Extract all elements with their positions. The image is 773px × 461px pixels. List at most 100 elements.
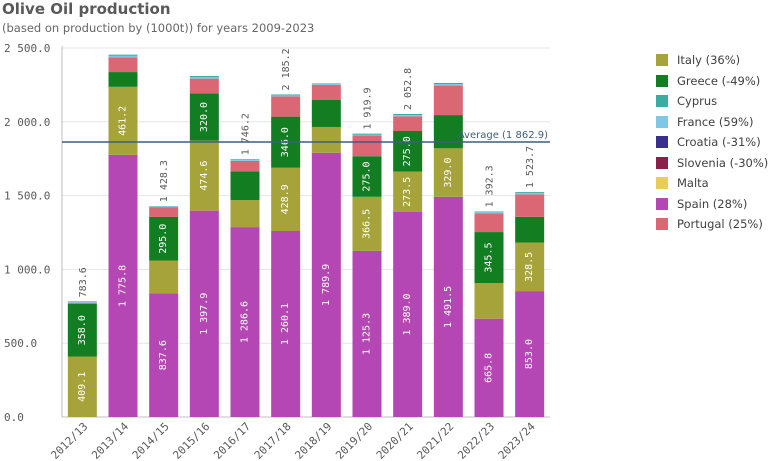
legend-swatch: [656, 197, 668, 210]
bar-segment: [149, 293, 179, 417]
legend-label: Spain (28%): [677, 196, 748, 211]
bar-segment: [189, 140, 219, 211]
legend-item[interactable]: Croatia (-31%): [656, 132, 768, 153]
y-tick-label: 0.0: [4, 411, 24, 424]
legend-swatch: [656, 74, 668, 87]
bar-segment: [271, 96, 301, 117]
bar-segment: [474, 283, 504, 319]
legend-label: Slovenia (-30%): [677, 155, 769, 170]
data-label: 474.6: [199, 161, 210, 191]
bar-segment: [311, 152, 341, 417]
data-label: 1 775.8: [118, 265, 129, 307]
data-label: 1 125.3: [362, 313, 373, 355]
y-tick-label: 2 000.0: [4, 116, 50, 129]
bar-segment: [230, 159, 260, 161]
data-label: 329.0: [443, 158, 454, 188]
bar-segment: [352, 196, 382, 251]
bar-segment: [352, 250, 382, 417]
bar-segment: [352, 156, 382, 197]
bar-segment: [433, 85, 463, 116]
y-tick-label: 1 500.0: [4, 190, 50, 203]
x-tick-label: 2012/13: [48, 420, 90, 461]
bar-segment: [230, 200, 260, 228]
data-label: 275.0: [362, 161, 373, 191]
data-label: 409.1: [77, 372, 88, 402]
bar-segment: [189, 77, 219, 79]
y-tick-label: 1 000.0: [4, 263, 50, 276]
bar-segment: [474, 213, 504, 233]
legend-item[interactable]: Greece (-49%): [656, 71, 768, 92]
legend-label: France (59%): [677, 114, 754, 129]
x-tick-label: 2017/18: [252, 420, 294, 461]
bar-segment: [108, 72, 138, 87]
legend-item[interactable]: Spain (28%): [656, 194, 768, 215]
x-tick-label: 2013/14: [89, 420, 131, 461]
bar-segment: [67, 303, 97, 357]
data-label: 1 389.0: [402, 293, 413, 335]
bar-segment: [515, 193, 545, 195]
bar-segment: [230, 160, 260, 161]
bar-segment: [149, 260, 179, 294]
legend-label: Cyprus: [677, 94, 718, 109]
legend-label: Portugal (25%): [677, 217, 763, 232]
bar-segment: [108, 57, 138, 73]
legend-item[interactable]: Cyprus: [656, 91, 768, 112]
bar-segment: [433, 196, 463, 417]
bar-segment: [189, 78, 219, 94]
legend-swatch: [656, 115, 668, 128]
bar-segment: [393, 115, 423, 117]
bar-segment: [433, 148, 463, 197]
bar-segment: [352, 135, 382, 157]
legend-item[interactable]: Slovenia (-30%): [656, 153, 768, 174]
legend-swatch: [656, 95, 668, 108]
legend-label: Croatia (-31%): [677, 135, 761, 150]
bar-segment: [230, 160, 260, 172]
bar-segment: [271, 231, 301, 417]
bar-segment: [393, 114, 423, 116]
legend-item[interactable]: Italy (36%): [656, 50, 768, 71]
bar-segment: [230, 171, 260, 201]
data-label: 853.0: [524, 339, 535, 369]
legend-swatch: [656, 156, 668, 169]
x-tick-label: 2020/21: [374, 420, 416, 461]
legend-label: Malta: [677, 176, 709, 191]
data-label: 665.8: [484, 353, 495, 383]
bar-segment: [433, 82, 463, 85]
y-tick-label: 2 500.0: [4, 42, 50, 55]
data-label: 273.5: [402, 177, 413, 207]
data-label: 295.0: [158, 224, 169, 254]
bar-segment: [515, 216, 545, 243]
x-tick-label: 2018/19: [292, 420, 334, 461]
legend-item[interactable]: France (59%): [656, 112, 768, 133]
bar-segment: [189, 210, 219, 417]
x-tick-label: 2021/22: [414, 420, 456, 461]
total-label: 1 392.3: [485, 165, 496, 207]
bar-segment: [352, 133, 382, 135]
legend-swatch: [656, 218, 668, 231]
total-label: 1 428.3: [159, 160, 170, 202]
bar-segment: [311, 84, 341, 85]
bar-segment: [515, 192, 545, 194]
data-label: 1 260.1: [280, 303, 291, 345]
legend-item[interactable]: Portugal (25%): [656, 214, 768, 235]
bar-segment: [108, 55, 138, 58]
legend-item[interactable]: Malta: [656, 173, 768, 194]
chart-subtitle: (based on production by (1000t)) for yea…: [2, 21, 315, 35]
bar-segment: [311, 126, 341, 153]
bar-segment: [271, 94, 301, 96]
bar-segment: [311, 83, 341, 85]
bar-segment: [393, 116, 423, 132]
data-label: 328.5: [524, 252, 535, 282]
bar-segment: [67, 301, 97, 303]
bar-segment: [230, 227, 260, 417]
chart-legend: Italy (36%) Greece (-49%) Cyprus France (59…: [656, 50, 768, 235]
data-label: 837.6: [158, 340, 169, 370]
total-label: 1 746.2: [241, 113, 252, 155]
total-label: 2 185.2: [281, 48, 292, 90]
x-tick-label: 2022/23: [455, 420, 497, 461]
bar-segment: [433, 84, 463, 86]
x-tick-label: 2015/16: [170, 420, 212, 461]
bar-segment: [393, 171, 423, 212]
data-label: 320.0: [199, 102, 210, 132]
